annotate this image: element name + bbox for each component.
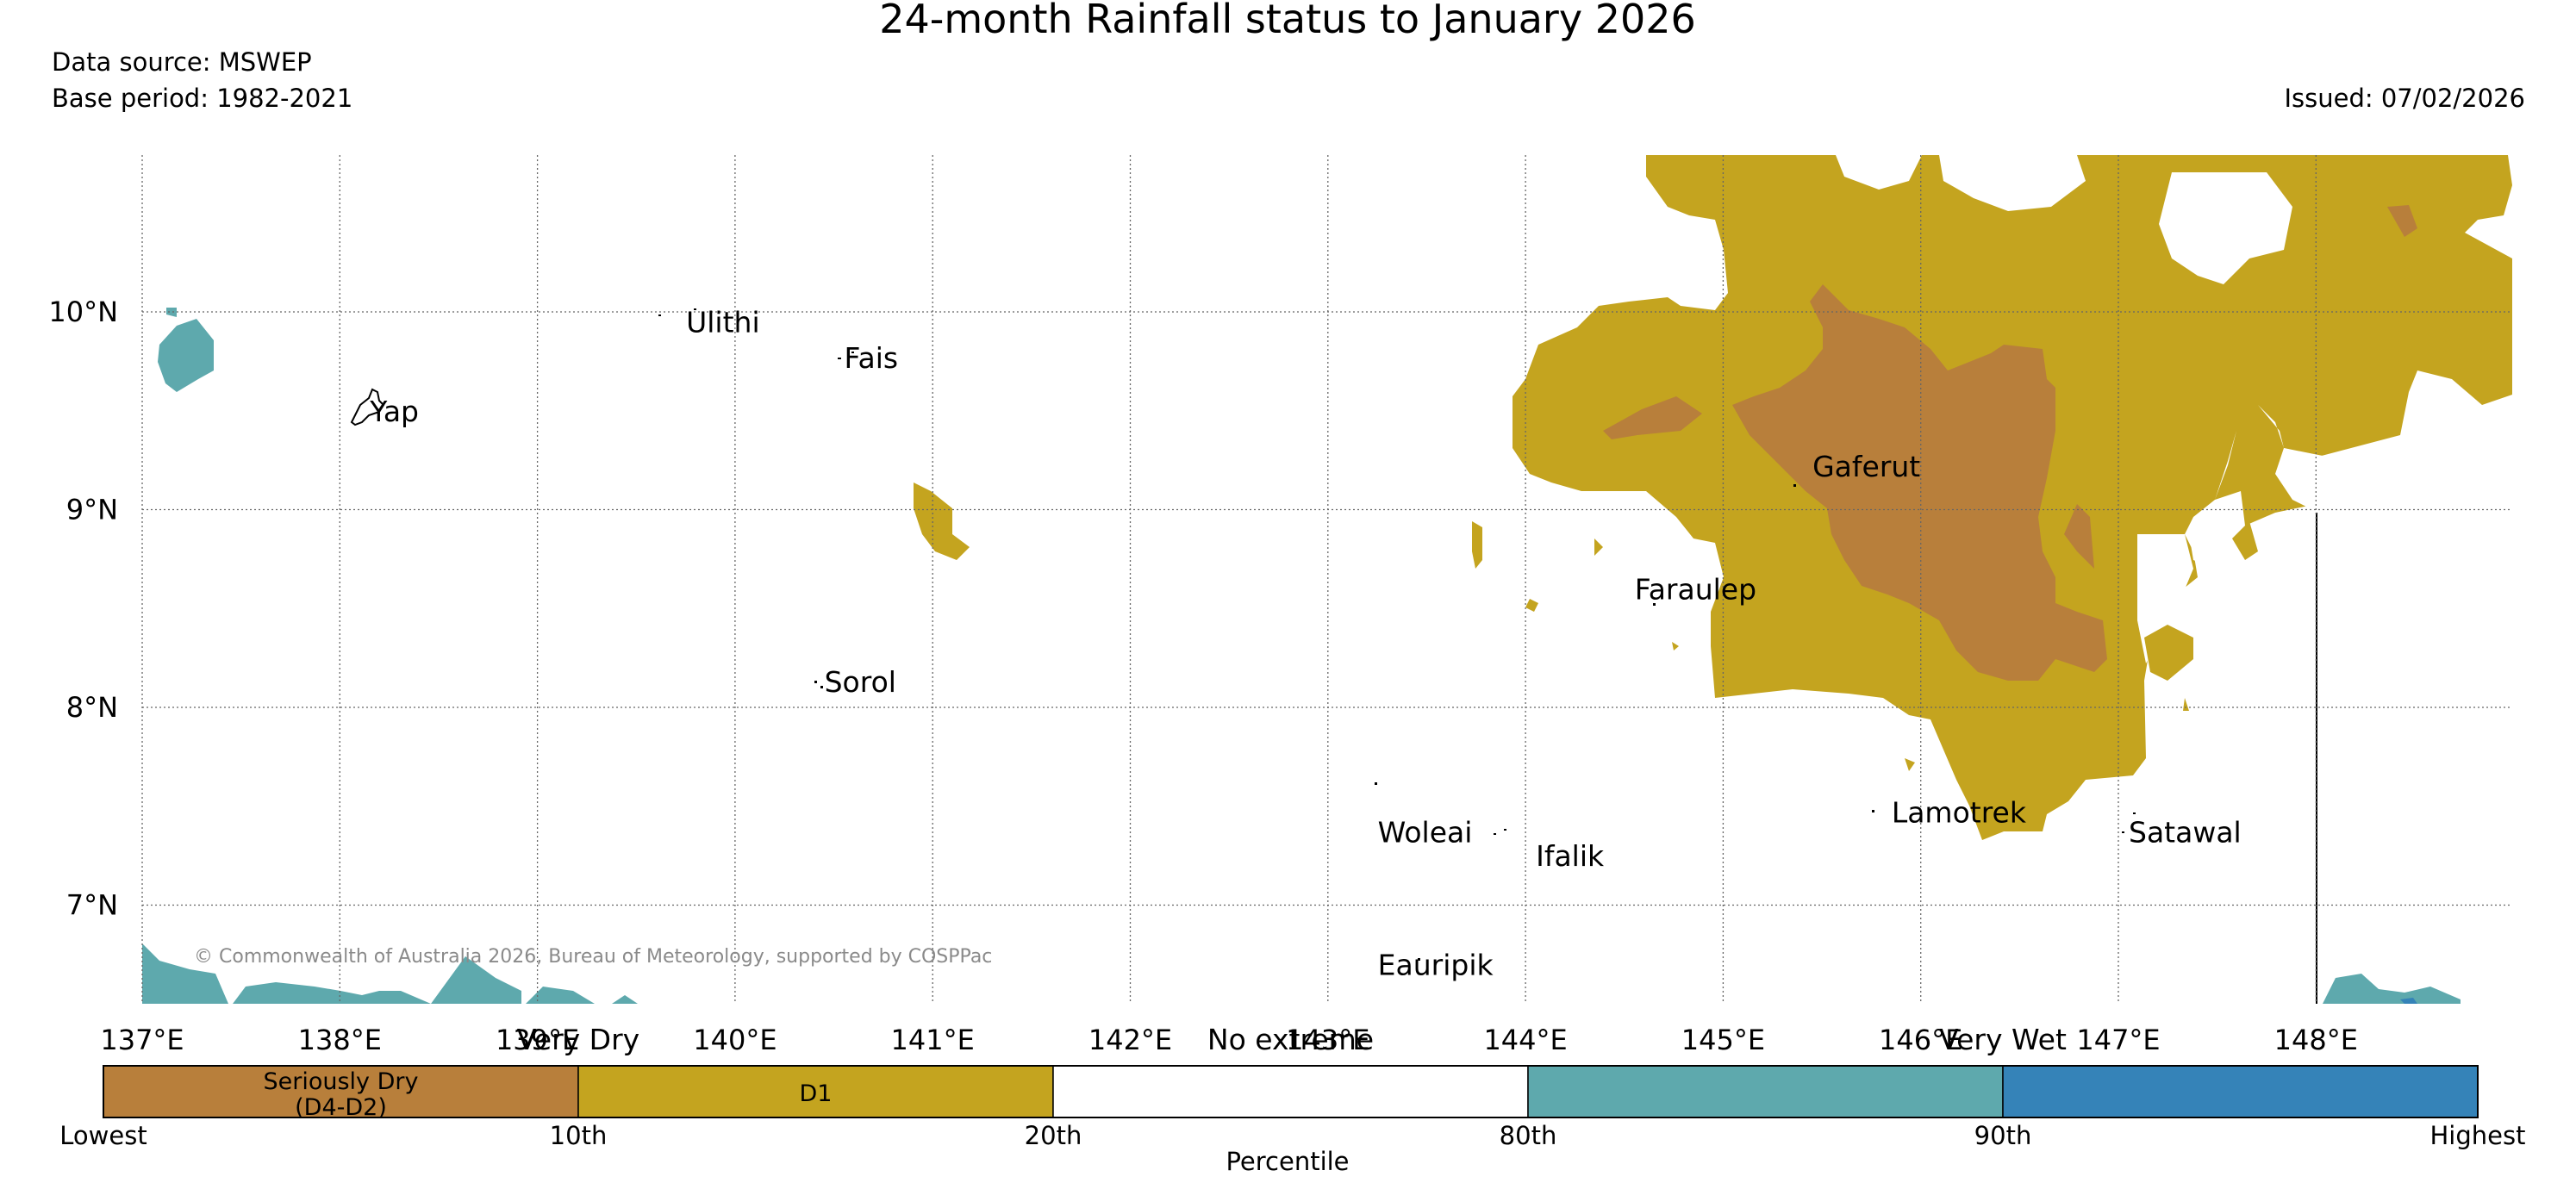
very-wet-region xyxy=(2400,998,2417,1004)
legend: Very Dry No extreme Very Wet Seriously Dry… xyxy=(59,1023,2525,1176)
place-label-woleai: Woleai xyxy=(1378,816,1473,850)
rainfall-fields xyxy=(142,155,2512,1004)
legend-top-labels: Very Dry No extreme Very Wet xyxy=(517,1023,2067,1056)
legend-top-label: Very Dry xyxy=(517,1023,639,1056)
legend-percentile-label: Lowest xyxy=(59,1121,147,1150)
legend-percentile-label: Highest xyxy=(2430,1121,2526,1150)
lon-tick-label: 148°E xyxy=(2274,1024,2358,1056)
issued-date-label: Issued: 07/02/2026 xyxy=(2284,84,2525,113)
legend-percentile-label: 90th xyxy=(1974,1121,2032,1150)
legend-category-label: Seriously Dry (D4-D2) xyxy=(264,1068,419,1121)
map-title: 24-month Rainfall status to January 2026 xyxy=(879,0,1696,42)
axis-tick-labels: 137°E 138°E 139°E 140°E 141°E 142°E 143°E 144°E… xyxy=(48,296,2358,1056)
legend-swatch xyxy=(577,1065,1054,1118)
lon-tick-label: 140°E xyxy=(693,1024,777,1056)
place-label-lamotrek: Lamotrek xyxy=(1892,796,2027,830)
lat-tick-label: 9°N xyxy=(66,494,118,526)
lat-tick-label: 7°N xyxy=(66,889,118,922)
lon-tick-label: 142°E xyxy=(1088,1024,1172,1056)
place-label-gaferut: Gaferut xyxy=(1812,450,1920,483)
lon-tick-label: 139°E xyxy=(496,1024,579,1056)
place-labels: Yap Ulithi Fais Sorol Gaferut Faraulep Woleai I… xyxy=(369,305,2241,981)
place-label-ifalik: Ifalik xyxy=(1536,839,1605,873)
data-source-label: Data source: MSWEP xyxy=(52,47,312,77)
legend-percentile-label: 20th xyxy=(1025,1121,1082,1150)
legend-percentile-label: 10th xyxy=(550,1121,608,1150)
lat-tick-label: 10°N xyxy=(48,296,118,328)
lon-tick-label: 137°E xyxy=(100,1024,184,1056)
place-label-yap: Yap xyxy=(369,395,419,428)
copyright-notice: © Commonwealth of Australia 2026, Bureau… xyxy=(194,946,992,968)
place-label-satawal: Satawal xyxy=(2129,816,2242,850)
base-period-label: Base period: 1982-2021 xyxy=(52,84,352,113)
legend-xlabel: Percentile xyxy=(1226,1147,1349,1176)
place-label-ulithi: Ulithi xyxy=(686,305,760,339)
lon-tick-label: 138°E xyxy=(298,1024,382,1056)
legend-percentile-label: 80th xyxy=(1500,1121,1557,1150)
lon-tick-label: 144°E xyxy=(1483,1024,1567,1056)
wet-region-northwest xyxy=(158,319,214,392)
lon-tick-label: 145°E xyxy=(1681,1024,1765,1056)
place-label-eauripik: Eauripik xyxy=(1378,948,1494,981)
legend-top-label: Very Wet xyxy=(1939,1023,2067,1056)
lat-tick-label: 8°N xyxy=(66,691,118,724)
wet-region-south xyxy=(142,943,228,1004)
seriously-dry-region xyxy=(1732,284,2107,681)
legend-swatch xyxy=(2002,1065,2479,1118)
d1-region-west xyxy=(914,482,970,560)
lon-tick-label: 143°E xyxy=(1286,1024,1369,1056)
yap-island-shape xyxy=(350,388,385,426)
legend-category-label: D1 xyxy=(800,1080,833,1107)
legend-percentile-labels: Lowest 10th 20th 80th 90th Highest xyxy=(59,1121,2525,1150)
place-label-sorol: Sorol xyxy=(825,665,896,699)
map-area: Yap Ulithi Fais Sorol Gaferut Faraulep Woleai I… xyxy=(48,155,2512,1056)
legend-top-label: No extreme xyxy=(1207,1023,1374,1056)
legend-swatch xyxy=(1052,1065,1529,1118)
lon-tick-label: 141°E xyxy=(891,1024,975,1056)
legend-swatch xyxy=(1527,1065,2004,1118)
legend-color-bar: Seriously Dry (D4-D2) D1 xyxy=(103,1065,2479,1121)
island-markers xyxy=(658,308,2136,961)
lon-tick-label: 146°E xyxy=(1879,1024,1962,1056)
wet-region-southeast xyxy=(2323,974,2461,1004)
place-label-faraulep: Faraulep xyxy=(1635,572,1756,606)
map-gridlines xyxy=(141,155,2512,1004)
lon-tick-label: 147°E xyxy=(2076,1024,2160,1056)
place-label-fais: Fais xyxy=(845,341,899,375)
